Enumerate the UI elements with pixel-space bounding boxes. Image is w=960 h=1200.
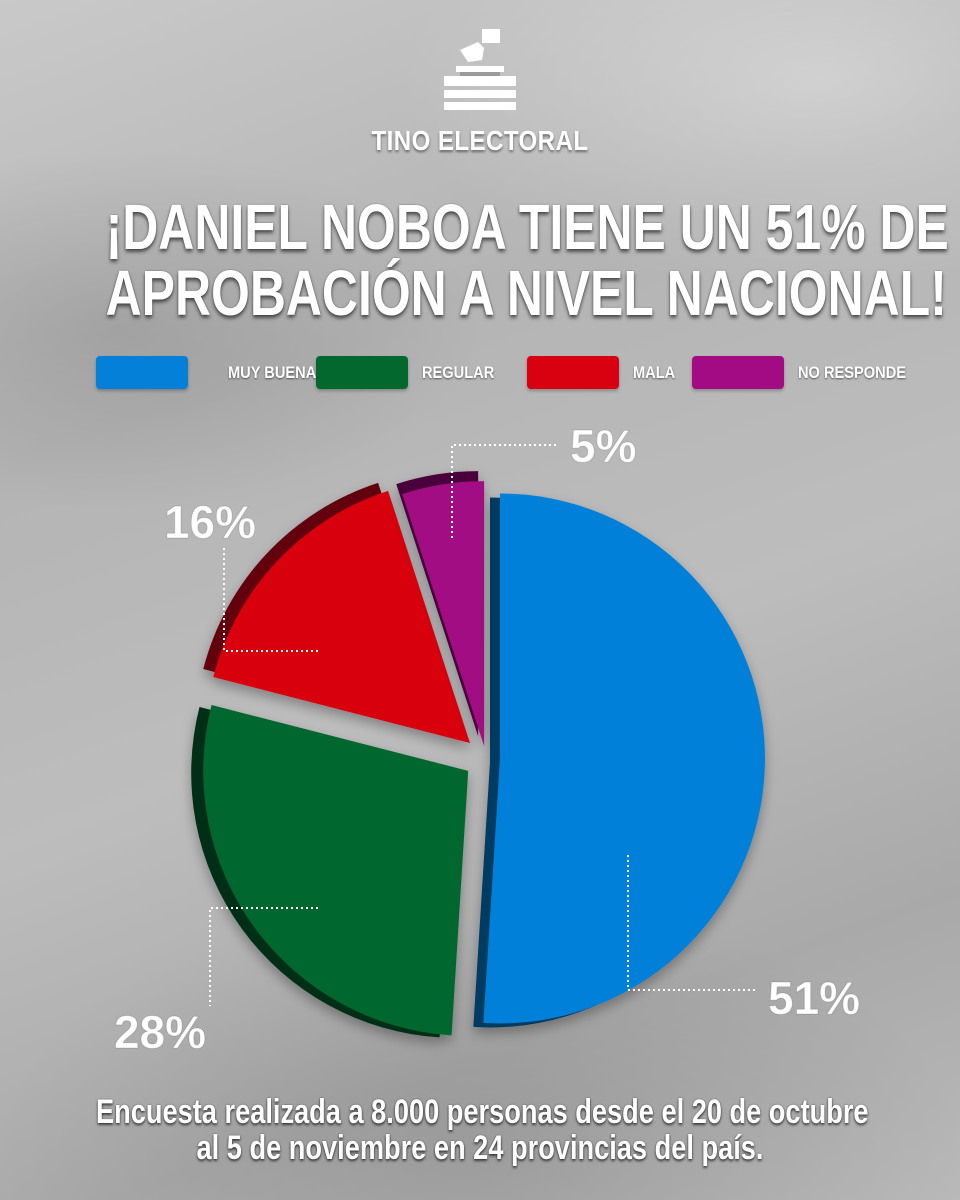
footnote-line-1: Encuesta realizada a 8.000 personas desd… — [96, 1093, 869, 1131]
brand-name: TINO ELECTORAL — [371, 125, 589, 156]
legend-item-muy-buena: MUY BUENA — [96, 356, 316, 389]
leader-line-no-responde — [451, 444, 556, 538]
page-title: ¡DANIEL NOBOA TIENE UN 51% DE APROBACIÓN… — [0, 194, 960, 326]
chart-legend: MUY BUENA REGULAR MALA NO RESPONDE — [96, 356, 924, 389]
legend-swatch-regular — [316, 356, 408, 389]
legend-swatch-muy-buena — [96, 356, 188, 389]
leader-line-mala — [223, 548, 318, 652]
leader-line-regular — [209, 907, 318, 1006]
legend-item-regular: REGULAR — [316, 356, 527, 389]
pie-slice-muy-buena — [473, 493, 765, 1028]
legend-label-regular: REGULAR — [422, 362, 495, 382]
pie-slice-face-regular — [203, 705, 469, 1036]
data-label-muy-buena: 51% — [768, 972, 860, 1024]
brand-header: TINO ELECTORAL — [0, 26, 960, 157]
leader-line-muy-buena — [627, 855, 756, 991]
legend-swatch-mala — [527, 356, 619, 389]
pie-slice-face-mala — [213, 490, 470, 743]
legend-label-no-responde: NO RESPONDE — [798, 362, 907, 382]
data-label-no-responde: 5% — [570, 420, 636, 472]
pie-slice-mala — [203, 482, 470, 743]
headline-line-1: ¡DANIEL NOBOA TIENE UN 51% DE — [105, 191, 949, 263]
legend-item-no-responde: NO RESPONDE — [692, 356, 924, 389]
pie-slice-face-muy-buena — [483, 493, 765, 1024]
data-label-mala: 16% — [164, 496, 256, 548]
footnote-line-2: al 5 de noviembre en 24 provincias del p… — [196, 1129, 764, 1167]
legend-swatch-no-responde — [692, 356, 784, 389]
legend-label-mala: MALA — [633, 362, 676, 382]
pie-slice-regular — [191, 705, 469, 1038]
pie-slice-no-responde — [396, 471, 485, 747]
ballot-box-icon — [444, 29, 516, 110]
survey-footnote: Encuesta realizada a 8.000 personas desd… — [0, 1094, 960, 1166]
headline-line-2: APROBACIÓN A NIVEL NACIONAL! — [105, 257, 947, 329]
legend-label-muy-buena: MUY BUENA — [228, 362, 317, 382]
pie-slice-face-no-responde — [402, 481, 485, 747]
legend-item-mala: MALA — [527, 356, 692, 389]
data-label-regular: 28% — [114, 1006, 206, 1058]
